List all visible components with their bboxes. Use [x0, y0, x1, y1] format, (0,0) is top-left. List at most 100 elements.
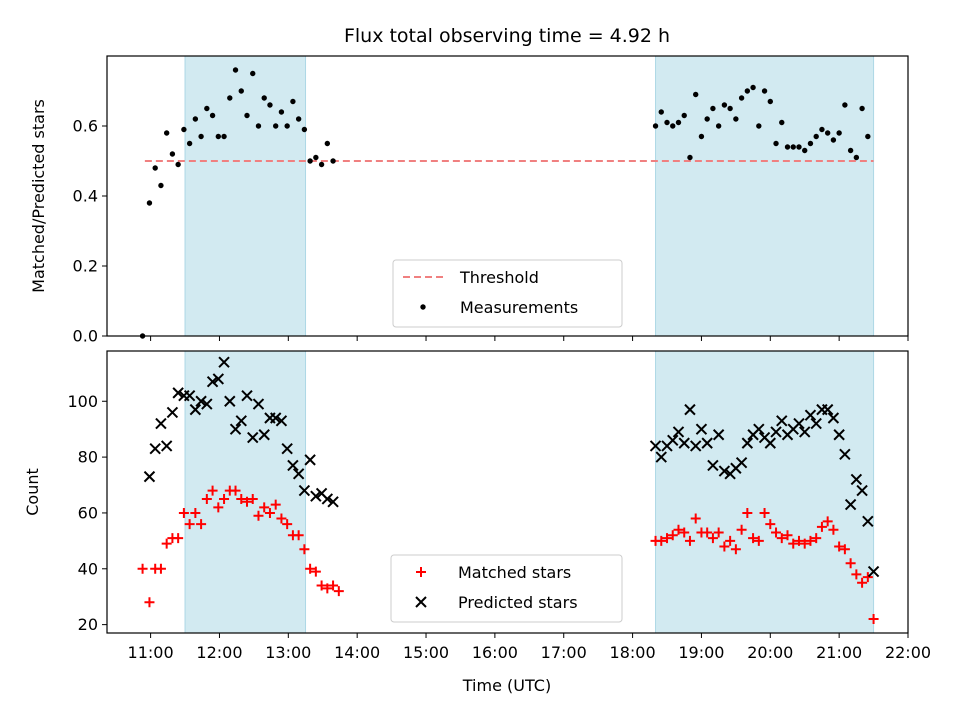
x-tick-label: 21:00 [816, 643, 862, 662]
matched-star-point [788, 538, 799, 549]
measurement-point [204, 105, 210, 112]
measurement-point [250, 70, 256, 77]
legend-entry-label: Matched stars [458, 563, 571, 582]
measurement-point [853, 154, 860, 161]
matched-star-point [793, 535, 804, 546]
matched-star-point [184, 519, 195, 530]
measurement-point [664, 119, 670, 126]
predicted-star-point [304, 454, 316, 466]
predicted-star-point [655, 451, 667, 463]
predicted-star-point [292, 468, 305, 480]
measurement-point [232, 67, 239, 73]
measurement-point [152, 165, 158, 171]
predicted-star-point [667, 434, 679, 447]
matched-star-point [828, 524, 839, 535]
predicted-star-point [701, 437, 713, 449]
measurement-point [824, 130, 831, 136]
matched-star-point [684, 535, 695, 546]
matched-star-point [310, 566, 321, 577]
matched-star-point [247, 493, 258, 504]
matched-star-point [282, 519, 293, 530]
predicted-star-point [252, 398, 265, 410]
predicted-star-point [718, 465, 731, 477]
x-tick-label: 22:00 [885, 643, 931, 662]
predicted-star-point [195, 395, 207, 407]
top-panel: 0.0 0.2 0.4 0.6 Matched/Predicted stars Thres… [29, 55, 909, 346]
x-tick-label: 14:00 [334, 643, 380, 662]
predicted-star-point [235, 415, 247, 427]
predicted-star-point [672, 426, 685, 438]
x-tick-label: 17:00 [541, 643, 587, 662]
matched-star-point [213, 502, 224, 513]
matched-star-point [656, 535, 667, 546]
chart-title: Flux total observing time = 4.92 h [344, 25, 670, 47]
measurement-point [238, 88, 244, 94]
y-tick-label: 0.2 [73, 257, 98, 276]
measurement-point [859, 105, 865, 112]
y-tick-label: 80 [78, 448, 98, 467]
predicted-star-point [684, 403, 696, 416]
measurement-point [675, 119, 682, 126]
matched-star-point [765, 519, 776, 530]
matched-star-point [834, 541, 845, 552]
predicted-star-point [844, 498, 857, 511]
measurement-point [192, 116, 199, 122]
measurement-point [307, 158, 313, 164]
measurement-point [687, 154, 693, 161]
predicted-star-point [224, 395, 236, 407]
matched-star-point [201, 493, 212, 504]
matched-star-point [862, 572, 873, 583]
y-tick-label: 0.0 [73, 327, 98, 346]
predicted-star-point [712, 429, 725, 441]
matched-star-point [264, 507, 275, 518]
predicted-star-point [206, 376, 219, 388]
matched-star-point [155, 563, 166, 574]
legend: Threshold Measurements [392, 259, 623, 328]
legend-matched-swatch [416, 567, 426, 577]
measurement-point [710, 105, 716, 112]
matched-star-point [811, 533, 822, 544]
measurement-point [727, 105, 733, 112]
x-axis-label: Time (UTC) [462, 676, 551, 695]
measurement-point [802, 147, 808, 154]
measurement-point [330, 158, 336, 164]
legend-box [392, 259, 623, 328]
predicted-star-point [810, 417, 822, 430]
matched-star-point [276, 513, 287, 524]
matched-star-point [851, 569, 862, 580]
legend: Matched stars Predicted stars [390, 554, 623, 623]
matched-star-point [857, 577, 868, 588]
matched-star-point [730, 544, 741, 555]
measurement-point [186, 140, 193, 147]
matched-star-point [270, 499, 281, 510]
matched-star-point [816, 521, 827, 532]
measurement-point [146, 200, 153, 206]
predicted-star-point [218, 356, 230, 368]
predicted-star-point [850, 473, 863, 486]
predicted-star-point [241, 389, 253, 402]
x-tick-label: 12:00 [196, 643, 242, 662]
legend-measurement-swatch [420, 304, 426, 310]
predicted-star-point [862, 515, 874, 528]
matched-star-point [771, 527, 782, 538]
predicted-star-point [776, 415, 788, 427]
legend-entry-label: Predicted stars [458, 593, 578, 612]
predicted-star-point [793, 417, 805, 430]
predicted-star-point [764, 437, 776, 449]
predicted-star-point [149, 443, 161, 455]
matched-star-point [690, 513, 701, 524]
matched-star-point [259, 502, 270, 513]
measurement-point [733, 116, 739, 122]
measurement-point [681, 112, 687, 119]
measurement-point [244, 112, 250, 119]
predicted-star-point [160, 440, 173, 452]
measurement-point [255, 123, 262, 129]
measurement-point [756, 123, 762, 129]
predicted-star-point [183, 389, 196, 402]
matched-star-point [207, 485, 218, 496]
x-tick-label: 19:00 [678, 643, 724, 662]
predicted-star-point [166, 406, 179, 419]
x-tick-label: 16:00 [472, 643, 518, 662]
matched-star-point [196, 519, 207, 530]
predicted-star-point [867, 565, 880, 578]
